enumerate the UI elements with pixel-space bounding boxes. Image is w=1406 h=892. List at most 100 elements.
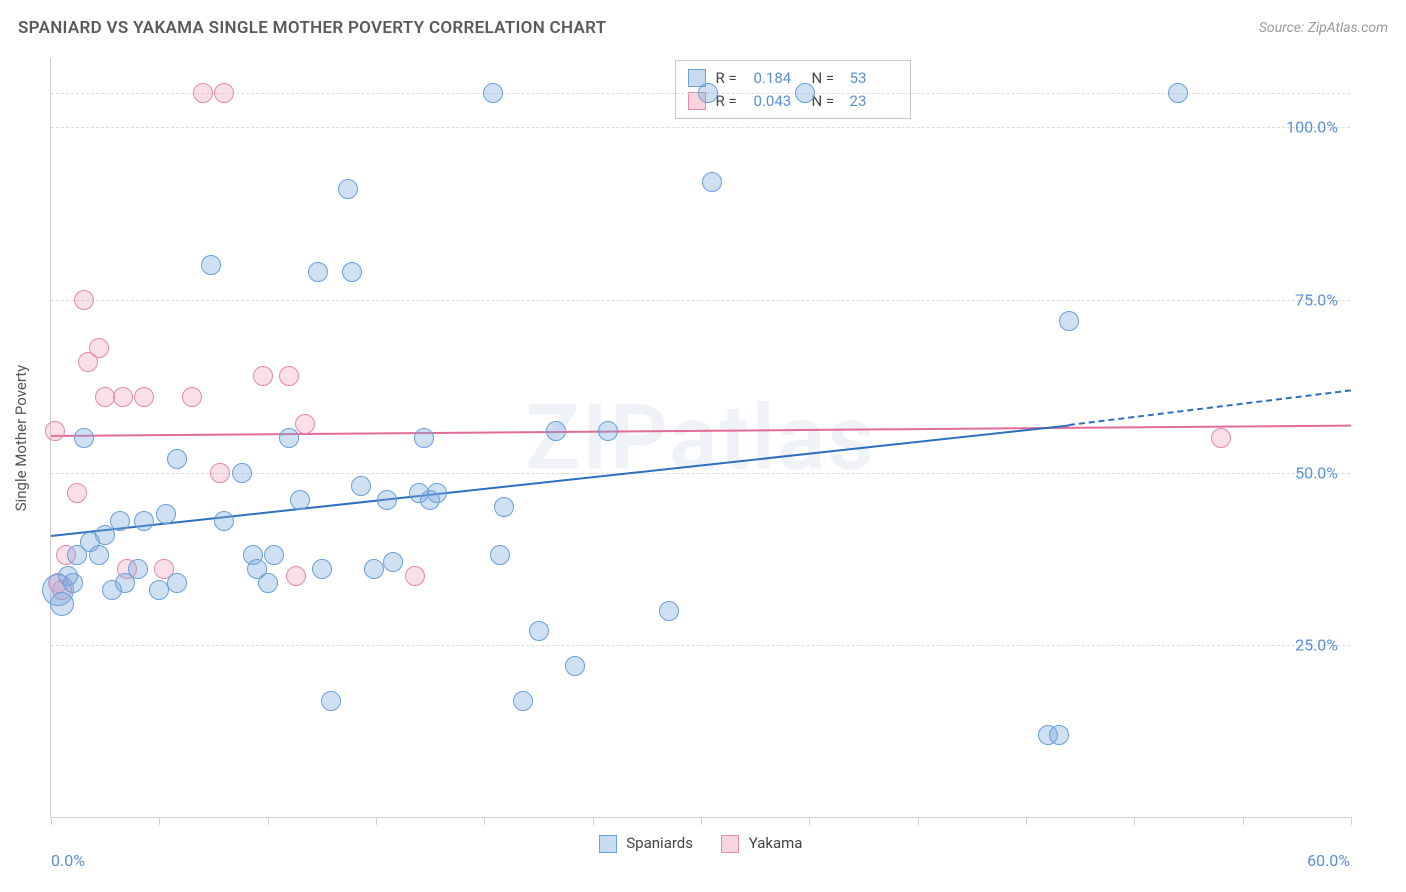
data-point-spaniards xyxy=(264,545,284,565)
data-point-yakama xyxy=(286,566,306,586)
data-point-yakama xyxy=(295,414,315,434)
source-attribution: Source: ZipAtlas.com xyxy=(1259,20,1388,36)
gridline xyxy=(51,645,1350,646)
legend-label-yakama: Yakama xyxy=(749,834,803,852)
x-tick xyxy=(593,817,594,825)
y-axis-title: Single Mother Poverty xyxy=(12,364,30,511)
n-value-spaniards: 53 xyxy=(850,67,898,90)
data-point-yakama xyxy=(210,463,230,483)
data-point-spaniards xyxy=(290,490,310,510)
data-point-spaniards xyxy=(63,573,83,593)
y-tick-label: 25.0% xyxy=(1295,636,1338,655)
data-point-spaniards xyxy=(364,559,384,579)
data-point-spaniards xyxy=(312,559,332,579)
x-tick xyxy=(484,817,485,825)
x-tick xyxy=(1026,817,1027,825)
data-point-yakama xyxy=(405,566,425,586)
data-point-yakama xyxy=(279,366,299,386)
data-point-spaniards xyxy=(128,559,148,579)
data-point-yakama xyxy=(134,387,154,407)
data-point-yakama xyxy=(253,366,273,386)
data-point-spaniards xyxy=(529,621,549,641)
x-axis-max-label: 60.0% xyxy=(1307,851,1350,870)
data-point-spaniards xyxy=(546,421,566,441)
x-tick xyxy=(1243,817,1244,825)
data-point-spaniards xyxy=(156,504,176,524)
data-point-spaniards xyxy=(513,691,533,711)
data-point-spaniards xyxy=(427,483,447,503)
series-legend: Spaniards Yakama xyxy=(599,834,803,853)
y-tick-label: 100.0% xyxy=(1286,118,1338,137)
data-point-spaniards xyxy=(167,449,187,469)
data-point-yakama xyxy=(113,387,133,407)
data-point-spaniards xyxy=(338,179,358,199)
data-point-spaniards xyxy=(494,497,514,517)
r-value-spaniards: 0.184 xyxy=(754,67,802,90)
legend-label-spaniards: Spaniards xyxy=(626,834,693,852)
data-point-yakama xyxy=(182,387,202,407)
x-tick xyxy=(51,817,52,825)
legend-item-yakama: Yakama xyxy=(721,834,802,853)
data-point-spaniards xyxy=(659,601,679,621)
header: SPANIARD VS YAKAMA SINGLE MOTHER POVERTY… xyxy=(18,18,1388,38)
data-point-yakama xyxy=(74,290,94,310)
data-point-spaniards xyxy=(383,552,403,572)
data-point-spaniards xyxy=(698,83,718,103)
y-tick-label: 50.0% xyxy=(1295,463,1338,482)
data-point-spaniards xyxy=(201,255,221,275)
scatter-plot: Single Mother Poverty ZIPatlas 0.0% 60.0… xyxy=(50,58,1350,818)
data-point-spaniards xyxy=(308,262,328,282)
data-point-yakama xyxy=(45,421,65,441)
x-axis-min-label: 0.0% xyxy=(51,851,85,870)
data-point-spaniards xyxy=(1059,311,1079,331)
legend-swatch-blue xyxy=(599,835,617,853)
data-point-spaniards xyxy=(342,262,362,282)
data-point-spaniards xyxy=(134,511,154,531)
x-tick xyxy=(809,817,810,825)
data-point-yakama xyxy=(193,83,213,103)
data-point-spaniards xyxy=(232,463,252,483)
data-point-yakama xyxy=(89,338,109,358)
data-point-yakama xyxy=(214,83,234,103)
gridline xyxy=(51,300,1350,301)
watermark: ZIPatlas xyxy=(525,385,875,490)
data-point-spaniards xyxy=(279,428,299,448)
chart-title: SPANIARD VS YAKAMA SINGLE MOTHER POVERTY… xyxy=(18,18,606,38)
legend-row-spaniards: R = 0.184 N = 53 xyxy=(688,67,898,90)
data-point-spaniards xyxy=(321,691,341,711)
data-point-spaniards xyxy=(377,490,397,510)
x-tick xyxy=(1134,817,1135,825)
legend-swatch-pink xyxy=(721,835,739,853)
data-point-yakama xyxy=(1211,428,1231,448)
x-tick xyxy=(376,817,377,825)
data-point-spaniards xyxy=(795,83,815,103)
data-point-spaniards xyxy=(214,511,234,531)
trendline-yakama xyxy=(51,424,1351,436)
data-point-spaniards xyxy=(414,428,434,448)
data-point-spaniards xyxy=(565,656,585,676)
data-point-spaniards xyxy=(490,545,510,565)
y-tick-label: 75.0% xyxy=(1295,290,1338,309)
data-point-spaniards xyxy=(50,592,74,616)
x-tick xyxy=(1351,817,1352,825)
legend-item-spaniards: Spaniards xyxy=(599,834,693,853)
data-point-spaniards xyxy=(1168,83,1188,103)
trendline-spaniards xyxy=(51,424,1070,537)
gridline xyxy=(51,127,1350,128)
data-point-spaniards xyxy=(167,573,187,593)
data-point-spaniards xyxy=(1049,725,1069,745)
x-tick xyxy=(701,817,702,825)
data-point-spaniards xyxy=(89,545,109,565)
x-tick xyxy=(918,817,919,825)
data-point-yakama xyxy=(67,483,87,503)
data-point-spaniards xyxy=(110,511,130,531)
r-label: R = xyxy=(716,67,744,90)
trendline-spaniards-extension xyxy=(1069,390,1351,427)
x-tick xyxy=(268,817,269,825)
data-point-spaniards xyxy=(258,573,278,593)
data-point-spaniards xyxy=(483,83,503,103)
x-tick xyxy=(159,817,160,825)
n-label: N = xyxy=(812,67,840,90)
data-point-spaniards xyxy=(351,476,371,496)
data-point-spaniards xyxy=(74,428,94,448)
